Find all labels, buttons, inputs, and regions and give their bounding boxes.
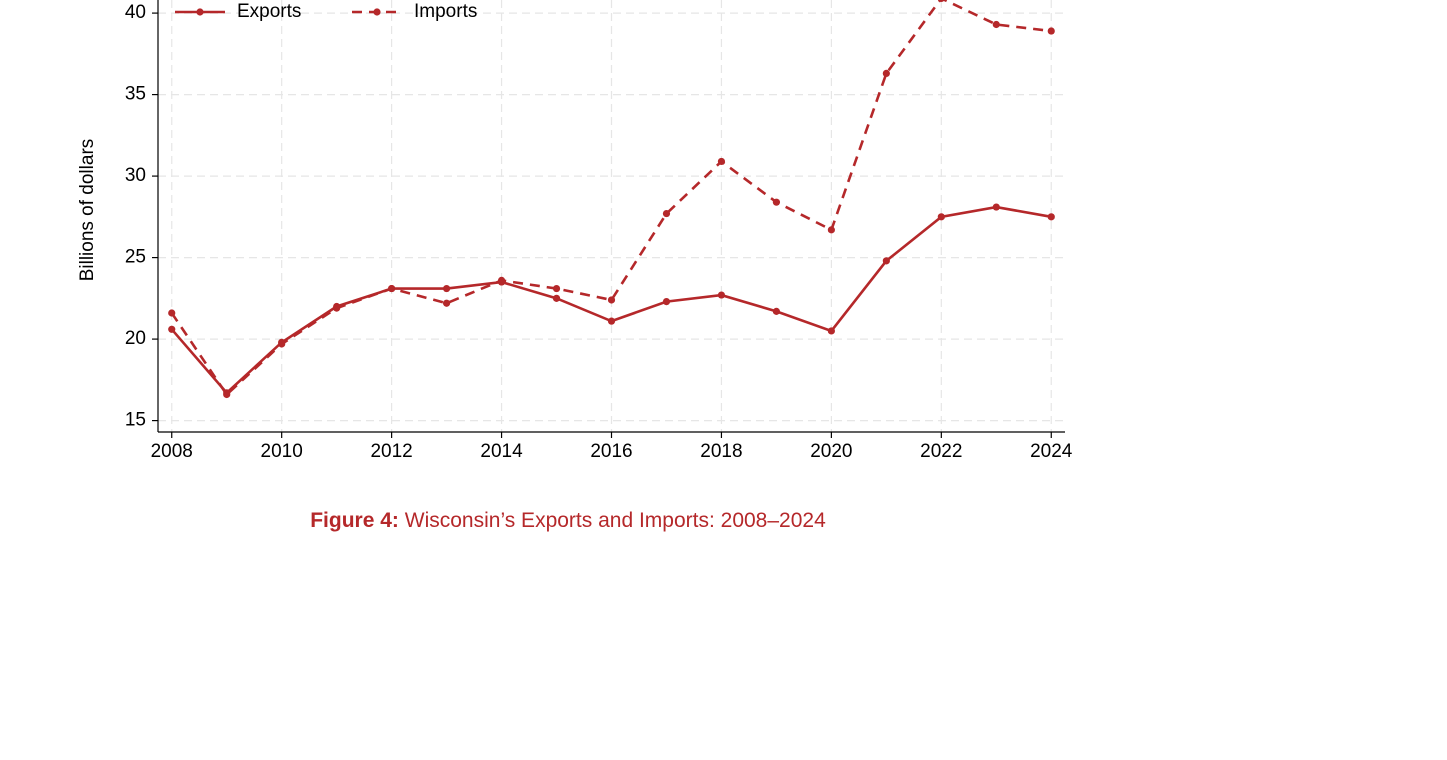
data-point [552, 284, 561, 293]
y-axis-label: Billions of dollars [77, 139, 98, 282]
data-point [223, 390, 231, 399]
data-point [717, 291, 726, 299]
x-tick-label: 2016 [590, 441, 632, 462]
data-point [1047, 213, 1055, 221]
data-point [827, 327, 835, 335]
figure-label: Figure 4: [310, 509, 399, 532]
data-point [1047, 27, 1055, 35]
data-point [333, 304, 341, 312]
data-point [992, 203, 1000, 211]
x-tick-label: 2018 [700, 441, 742, 462]
data-point [442, 299, 451, 307]
data-point [662, 209, 671, 218]
data-point [552, 294, 561, 302]
legend-marker [373, 8, 381, 16]
data-point [662, 298, 671, 306]
caption: Figure 4: Wisconsin’s Exports and Import… [310, 509, 826, 532]
legend-marker [196, 8, 204, 16]
legend-label: Imports [414, 1, 477, 22]
data-point [607, 317, 616, 325]
data-point [388, 284, 396, 293]
data-point [278, 340, 286, 348]
y-tick-label: 30 [125, 165, 146, 186]
legend-label: Exports [237, 1, 301, 22]
data-point [882, 69, 890, 77]
x-tick-label: 2010 [261, 441, 303, 462]
data-point [938, 0, 945, 3]
x-tick-label: 2024 [1030, 441, 1073, 462]
data-point [442, 284, 451, 293]
data-point [717, 157, 726, 166]
y-tick-label: 15 [125, 410, 146, 431]
data-point [497, 276, 506, 285]
x-tick-label: 2020 [810, 441, 852, 462]
data-point [772, 198, 781, 206]
data-point [937, 213, 945, 221]
x-tick-label: 2012 [370, 441, 412, 462]
data-point [168, 325, 176, 333]
caption-text: Wisconsin’s Exports and Imports: 2008–20… [405, 509, 826, 532]
data-point [827, 226, 835, 234]
data-point [607, 296, 616, 304]
data-point [992, 20, 1000, 29]
y-tick-label: 40 [125, 2, 146, 23]
y-tick-label: 20 [125, 328, 146, 349]
data-point [168, 309, 176, 317]
y-tick-label: 25 [125, 247, 146, 268]
y-tick-label: 35 [125, 84, 146, 105]
x-tick-label: 2008 [151, 441, 193, 462]
data-point [882, 257, 890, 265]
x-tick-label: 2014 [480, 441, 523, 462]
data-point [772, 307, 781, 315]
x-tick-label: 2022 [920, 441, 962, 462]
